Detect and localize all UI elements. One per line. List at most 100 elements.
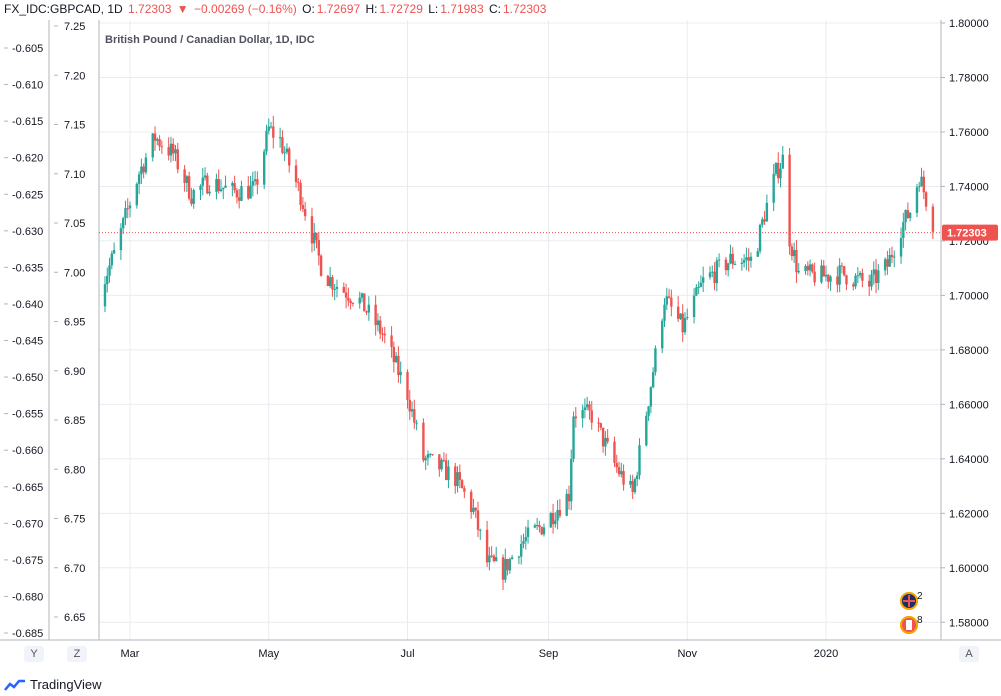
candle-body: [856, 275, 860, 277]
candle-body: [426, 454, 430, 459]
candle-body: [763, 219, 766, 222]
time-axis[interactable]: Mar May Jul Sep Nov 2020: [121, 648, 839, 660]
candle-body: [824, 274, 828, 277]
z-axis-button[interactable]: Z: [67, 646, 87, 662]
candle-body: [112, 250, 116, 254]
left2-tick-label: 7.00: [64, 267, 85, 279]
candle-body: [861, 272, 864, 281]
candle-body: [135, 183, 139, 206]
candle-body: [267, 126, 270, 131]
symbol-label[interactable]: FX_IDC:GBPCAD, 1D: [4, 2, 123, 16]
candle-body: [406, 371, 409, 400]
candle-body: [570, 458, 573, 502]
candle-body: [413, 409, 416, 423]
candle-body: [410, 409, 414, 412]
high-label: H:: [365, 2, 378, 16]
candle-body: [792, 250, 796, 257]
candle-body: [613, 441, 616, 463]
candle-body: [708, 272, 712, 278]
tradingview-logo[interactable]: TradingView: [4, 677, 102, 692]
candle-body: [301, 204, 305, 209]
left1-tick-label: -0.645: [12, 336, 43, 348]
candle-body: [638, 445, 641, 476]
candle-body: [158, 139, 161, 147]
candle-body: [804, 265, 807, 272]
candle-body: [554, 520, 557, 525]
candle-body: [617, 467, 621, 475]
candle-body: [647, 406, 650, 416]
ca-event-badge[interactable]: [900, 616, 918, 634]
candle-body: [137, 174, 141, 184]
candle-body: [160, 146, 164, 148]
left2-tick-label: 6.80: [64, 464, 85, 476]
candle-body: [779, 168, 782, 179]
candle-body: [140, 166, 143, 175]
candle-body: [697, 286, 700, 288]
candles: [103, 115, 935, 591]
candle-body: [203, 175, 207, 178]
candle-body: [622, 471, 625, 485]
candle-body: [472, 507, 475, 512]
candle-body: [667, 296, 671, 298]
candle-body: [636, 475, 639, 480]
candle-body: [378, 320, 382, 334]
time-tick-label: Sep: [539, 648, 559, 660]
left1-tick-label: -0.655: [12, 409, 43, 421]
candle-body: [262, 151, 266, 185]
candle-body: [524, 537, 527, 542]
candle-body: [447, 466, 450, 481]
left2-tick-label: 6.65: [64, 612, 85, 624]
candle-body: [620, 471, 623, 475]
gb-event-badge[interactable]: [900, 592, 918, 610]
candle-body: [517, 556, 521, 558]
candle-body: [820, 265, 823, 283]
candle-body: [888, 254, 891, 267]
candle-body: [167, 147, 170, 156]
y-axis-button[interactable]: Y: [24, 646, 44, 662]
candle-body: [106, 275, 109, 285]
candle-body: [729, 253, 732, 264]
candle-body: [128, 205, 132, 209]
candle-body: [488, 555, 491, 563]
right-price-axis[interactable]: 1.58000 1.60000 1.62000 1.64000 1.66000 1.680…: [941, 18, 989, 629]
right-tick-label: 1.66000: [949, 399, 989, 411]
left2-tick-label: 7.15: [64, 120, 85, 132]
candle-body: [442, 459, 446, 461]
time-tick-label: Jul: [400, 648, 414, 660]
price-change: −0.00269 (−0.16%): [194, 2, 297, 16]
left1-tick-label: -0.660: [12, 445, 43, 457]
candle-body: [665, 296, 668, 305]
candle-body: [476, 510, 480, 530]
candle-body: [740, 262, 744, 264]
candle-body: [342, 286, 346, 293]
left1-tick-label: -0.670: [12, 518, 43, 530]
candle-body: [415, 422, 418, 424]
open-label: O:: [302, 2, 315, 16]
chart-header: FX_IDC:GBPCAD, 1D 1.72303 ▼ −0.00269 (−0…: [4, 2, 548, 18]
candle-body: [335, 286, 339, 289]
candle-body: [581, 410, 584, 419]
candle-body: [235, 190, 239, 198]
left1-tick-label: -0.620: [12, 153, 43, 165]
candle-body: [906, 210, 910, 219]
candle-body: [456, 472, 459, 487]
candle-body: [683, 318, 687, 333]
candle-body: [615, 462, 618, 468]
candle-body: [811, 264, 814, 272]
candle-body: [119, 228, 123, 251]
left2-tick-label: 6.85: [64, 415, 85, 427]
candle-body: [827, 274, 830, 282]
candle-body: [711, 271, 714, 273]
candle-body: [199, 185, 202, 191]
last-price-tag: [942, 224, 998, 241]
candle-body: [676, 306, 680, 319]
candle-body: [874, 269, 878, 284]
candle-body: [381, 333, 384, 335]
candle-body: [310, 216, 314, 244]
candle-body: [654, 348, 657, 373]
candle-body: [829, 276, 832, 282]
candle-body: [590, 410, 593, 423]
right-tick-label: 1.76000: [949, 127, 989, 139]
auto-scale-button[interactable]: A: [959, 646, 979, 662]
